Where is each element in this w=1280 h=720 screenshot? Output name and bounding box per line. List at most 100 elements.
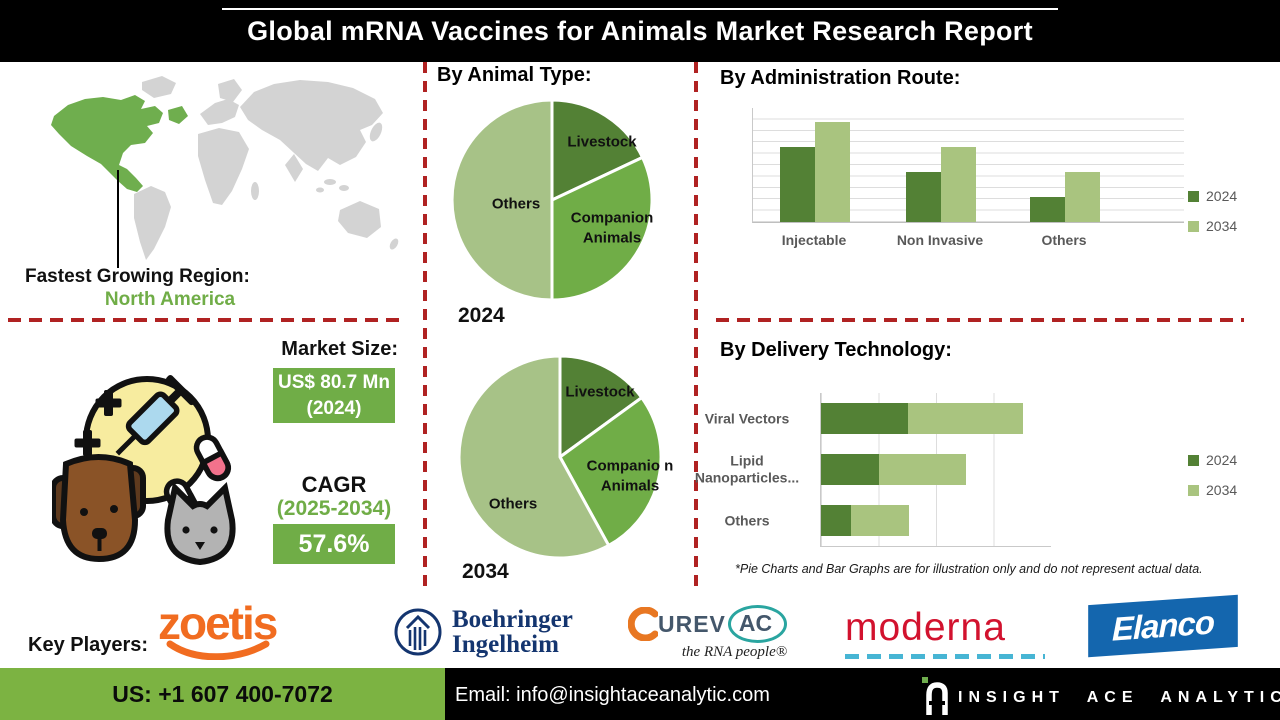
north-america-highlight xyxy=(51,95,188,192)
insight-ace-logo-icon xyxy=(922,677,948,715)
curevac-c-icon xyxy=(628,607,658,641)
legend-item-2024: 2024 xyxy=(1188,452,1237,468)
cat-icon xyxy=(164,481,236,566)
world-map xyxy=(51,76,399,260)
category-label-others: Others xyxy=(1041,232,1087,248)
admin-route-chart xyxy=(752,108,1184,223)
footer-brand: INSIGHT ACE ANALYTIC xyxy=(958,689,1280,706)
pie-label-others: Others xyxy=(491,195,541,213)
region-pointer-line xyxy=(117,170,119,268)
elanco-wordmark: Elanco xyxy=(1112,603,1214,648)
header-top-rule xyxy=(222,8,1058,10)
hbar-row-others xyxy=(821,505,909,536)
logo-boehringer: Boehringer Ingelheim xyxy=(392,604,573,660)
pie-label-others: Others xyxy=(488,495,538,513)
delivery-chart xyxy=(820,393,1051,547)
pie-slice-livestock xyxy=(550,98,645,203)
category-label-non-invasive: Non Invasive xyxy=(896,232,984,248)
admin-route-heading: By Administration Route: xyxy=(720,67,961,89)
logo-moderna: moderna xyxy=(845,606,1045,659)
bar-others-2034 xyxy=(1065,172,1100,222)
delivery-category-viral-vectors: Viral Vectors xyxy=(704,409,790,426)
syringe-icon xyxy=(115,375,196,456)
hbar-row-lipid-nanoparticles- xyxy=(821,454,966,485)
bar-injectable-2034 xyxy=(815,122,850,222)
pie-label-companio-n-animals: Companio n Animals xyxy=(586,457,674,495)
pie-year-2034: 2034 xyxy=(462,560,509,583)
vaccine-pets-illustration xyxy=(52,375,236,566)
bar-non-invasive-2034 xyxy=(941,147,976,222)
legend-label-2034: 2034 xyxy=(1206,218,1238,234)
curevac-tagline: the RNA people® xyxy=(681,644,788,660)
pie-slice-livestock xyxy=(558,354,644,460)
legend-label-2024: 2024 xyxy=(1206,188,1238,204)
boehringer-line1: Boehringer xyxy=(452,605,573,633)
pie-chart-2024: Livestock Companion Animals Others xyxy=(440,88,692,314)
market-size-value-box: US$ 80.7 Mn (2024) xyxy=(273,368,395,423)
hbar-others-2034 xyxy=(851,505,909,536)
cagr-label: CAGR xyxy=(301,472,367,497)
divider-left-horizontal xyxy=(8,318,400,322)
legend-item-2034: 2034 xyxy=(1188,218,1237,234)
bar-injectable-2024 xyxy=(780,147,815,222)
delivery-category-others: Others xyxy=(724,511,770,528)
moderna-dash-line xyxy=(845,654,1045,659)
curevac-ac: AC xyxy=(727,605,788,643)
key-players-label: Key Players: xyxy=(28,634,149,656)
hbar-viral-vectors-2024 xyxy=(821,403,908,434)
pie-slice-companion-animals xyxy=(550,155,654,302)
market-size-year: (2024) xyxy=(306,397,362,419)
legend-item-2024: 2024 xyxy=(1188,188,1237,204)
capsule-icon xyxy=(193,434,232,482)
pie-slice-others xyxy=(450,98,554,302)
pie-label-livestock: Livestock xyxy=(567,133,637,151)
legend-swatch-2034 xyxy=(1188,220,1199,232)
legend-swatch-2024 xyxy=(1188,190,1199,202)
delivery-heading: By Delivery Technology: xyxy=(720,339,952,361)
divider-middle-right xyxy=(694,62,698,586)
cagr-period: (2025-2034) xyxy=(276,497,392,520)
admin-route-legend: 2024 2034 xyxy=(1188,188,1237,248)
pie-svg-2024 xyxy=(450,98,654,302)
animal-type-heading: By Animal Type: xyxy=(437,64,592,86)
hbar-row-viral-vectors xyxy=(821,403,1023,434)
pie-year-2024: 2024 xyxy=(458,304,505,327)
footer-email: Email: info@insightaceanalytic.com xyxy=(455,684,770,706)
boehringer-line2: Ingelheim xyxy=(452,631,559,658)
legend-swatch-2034 xyxy=(1188,484,1199,496)
pie-chart-2034: Livestock Companio n Animals Others xyxy=(440,348,692,574)
boehringer-emblem-icon xyxy=(394,608,442,656)
hbar-lipid-nanoparticles--2034 xyxy=(879,454,966,485)
moderna-wordmark: moderna xyxy=(845,606,1006,649)
hbar-others-2024 xyxy=(821,505,851,536)
pie-svg-2034 xyxy=(457,354,663,560)
legend-label-2024: 2024 xyxy=(1206,452,1238,468)
page-title: Global mRNA Vaccines for Animals Market … xyxy=(247,16,1033,46)
divider-right-horizontal xyxy=(716,318,1244,322)
legend-label-2034: 2034 xyxy=(1206,482,1238,498)
legend-swatch-2024 xyxy=(1188,454,1199,466)
cagr-value-box: 57.6% xyxy=(273,524,395,564)
curevac-urev: UREV xyxy=(658,610,726,637)
cross-icon xyxy=(74,390,122,456)
dog-icon xyxy=(52,454,146,563)
footer-phone-panel xyxy=(0,668,445,720)
divider-middle-left xyxy=(423,62,427,586)
legend-item-2034: 2034 xyxy=(1188,482,1237,498)
delivery-category-lipid-nanoparticles-: Lipid Nanoparticles... xyxy=(694,452,800,486)
bar-others-2024 xyxy=(1030,197,1065,222)
logo-curevac: UREV AC the RNA people® xyxy=(628,605,788,661)
logo-zoetis: zoetis xyxy=(158,596,278,660)
market-size-value: US$ 80.7 Mn xyxy=(278,371,390,393)
pie-slice-companio-n-animals xyxy=(558,395,663,548)
footer-phone: US: +1 607 400-7072 xyxy=(112,681,333,707)
zoetis-swoosh-icon xyxy=(166,640,270,660)
fastest-growing-region-label: Fastest Growing Region: xyxy=(25,266,250,287)
fastest-growing-region-value: North America xyxy=(104,289,236,310)
admin-route-categories: Injectable Non Invasive Others xyxy=(752,232,1183,252)
bar-non-invasive-2024 xyxy=(906,172,941,222)
category-label-injectable: Injectable xyxy=(781,232,847,248)
logo-elanco: Elanco xyxy=(1088,594,1238,658)
hbar-lipid-nanoparticles--2024 xyxy=(821,454,879,485)
